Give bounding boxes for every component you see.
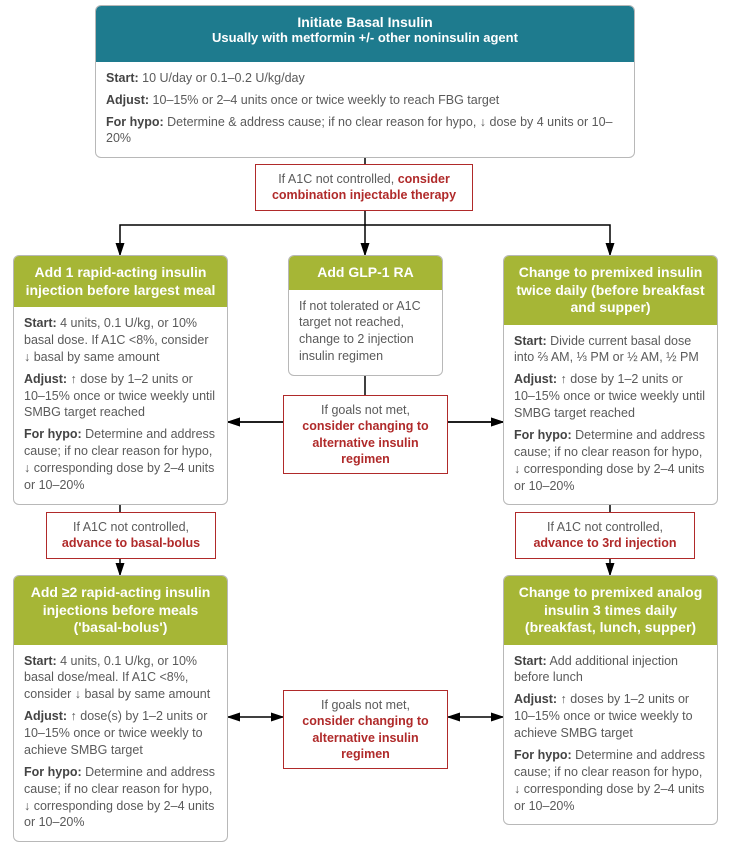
node-body: Start: 4 units, 0.1 U/kg, or 10% basal d… bbox=[14, 307, 227, 504]
decision-emphasis: advance to 3rd injection bbox=[533, 536, 676, 550]
node-add-rapid-acting-1: Add 1 rapid-acting insulin injection bef… bbox=[13, 255, 228, 505]
label-adjust: Adjust: bbox=[514, 372, 557, 386]
label-adjust: Adjust: bbox=[514, 692, 557, 706]
label-adjust: Adjust: bbox=[24, 372, 67, 386]
decision-prefix: If A1C not controlled, bbox=[278, 172, 398, 186]
decision-goals-not-met-1: If goals not met, consider changing to a… bbox=[283, 395, 448, 474]
node-premixed-twice-daily: Change to premixed insulin twice daily (… bbox=[503, 255, 718, 505]
text-adjust: 10–15% or 2–4 units once or twice weekly… bbox=[149, 93, 499, 107]
decision-goals-not-met-2: If goals not met, consider changing to a… bbox=[283, 690, 448, 769]
node-body: Start: Divide current basal dose into ⅔ … bbox=[504, 325, 717, 505]
label-hypo: For hypo: bbox=[24, 765, 82, 779]
label-hypo: For hypo: bbox=[514, 428, 572, 442]
label-hypo: For hypo: bbox=[24, 427, 82, 441]
node-premixed-three-times: Change to premixed analog insulin 3 time… bbox=[503, 575, 718, 825]
node-add-glp1-ra: Add GLP-1 RA If not tolerated or A1C tar… bbox=[288, 255, 443, 376]
node-body: Start: 4 units, 0.1 U/kg, or 10% basal d… bbox=[14, 645, 227, 842]
node-header: Change to premixed analog insulin 3 time… bbox=[504, 576, 717, 645]
text-start: 10 U/day or 0.1–0.2 U/kg/day bbox=[139, 71, 305, 85]
decision-advance-basal-bolus: If A1C not controlled, advance to basal-… bbox=[46, 512, 216, 559]
text-hypo: Determine & address cause; if no clear r… bbox=[106, 115, 613, 146]
label-start: Start: bbox=[514, 654, 547, 668]
decision-prefix: If goals not met, bbox=[321, 698, 410, 712]
node-initiate-basal-insulin: Initiate Basal Insulin Usually with metf… bbox=[95, 5, 635, 158]
label-start: Start: bbox=[514, 334, 547, 348]
text-body: If not tolerated or A1C target not reach… bbox=[299, 298, 432, 366]
node-body: Start: Add additional injection before l… bbox=[504, 645, 717, 825]
decision-emphasis: advance to basal-bolus bbox=[62, 536, 200, 550]
label-start: Start: bbox=[24, 654, 57, 668]
node-body: Start: 10 U/day or 0.1–0.2 U/kg/day Adju… bbox=[96, 62, 634, 158]
label-start: Start: bbox=[24, 316, 57, 330]
node-subtitle: Usually with metformin +/- other noninsu… bbox=[106, 30, 624, 54]
decision-a1c-not-controlled-combination: If A1C not controlled, consider combinat… bbox=[255, 164, 473, 211]
decision-emphasis: consider changing to alternative insulin… bbox=[302, 714, 428, 761]
node-header: Add ≥2 rapid-acting insulin injections b… bbox=[14, 576, 227, 645]
decision-emphasis: consider changing to alternative insulin… bbox=[302, 419, 428, 466]
decision-advance-3rd-injection: If A1C not controlled, advance to 3rd in… bbox=[515, 512, 695, 559]
label-adjust: Adjust: bbox=[106, 93, 149, 107]
node-header: Add 1 rapid-acting insulin injection bef… bbox=[14, 256, 227, 307]
node-basal-bolus: Add ≥2 rapid-acting insulin injections b… bbox=[13, 575, 228, 842]
label-adjust: Adjust: bbox=[24, 709, 67, 723]
decision-prefix: If goals not met, bbox=[321, 403, 410, 417]
label-hypo: For hypo: bbox=[106, 115, 164, 129]
node-header: Change to premixed insulin twice daily (… bbox=[504, 256, 717, 325]
label-hypo: For hypo: bbox=[514, 748, 572, 762]
node-body: If not tolerated or A1C target not reach… bbox=[289, 290, 442, 376]
node-header: Initiate Basal Insulin Usually with metf… bbox=[96, 6, 634, 62]
decision-prefix: If A1C not controlled, bbox=[547, 520, 663, 534]
node-header: Add GLP-1 RA bbox=[289, 256, 442, 290]
decision-prefix: If A1C not controlled, bbox=[73, 520, 189, 534]
label-start: Start: bbox=[106, 71, 139, 85]
flowchart-canvas: Initiate Basal Insulin Usually with metf… bbox=[0, 0, 733, 822]
